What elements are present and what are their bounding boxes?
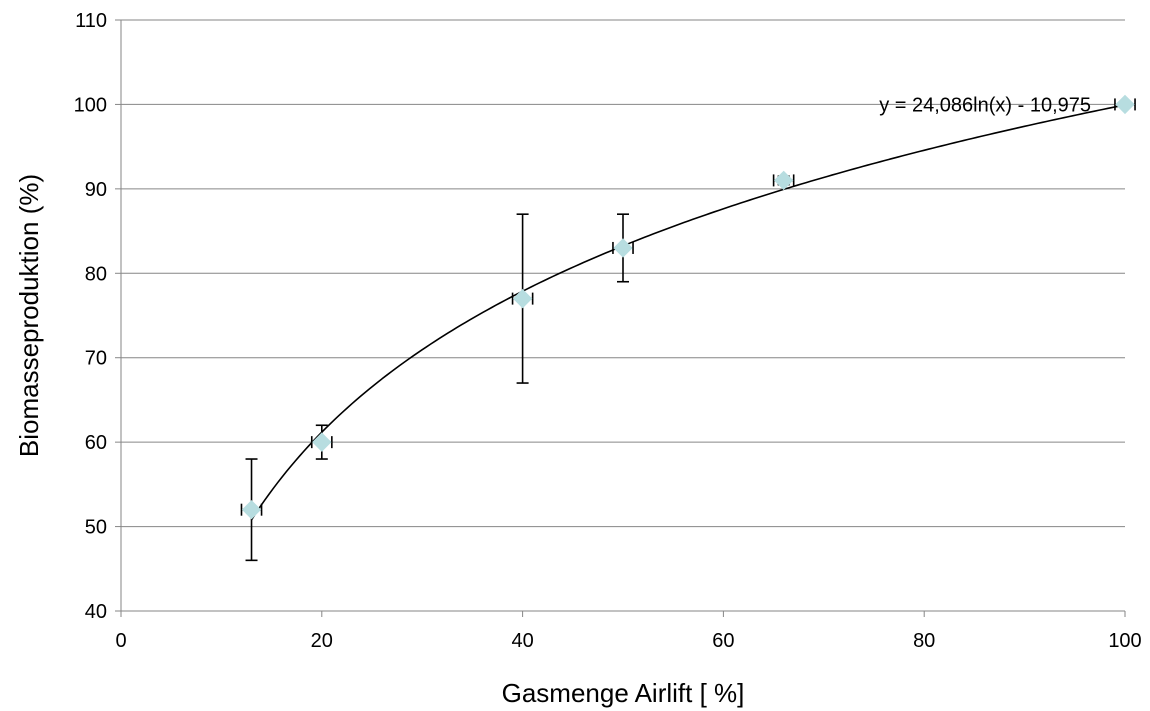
y-tick-label: 80 <box>85 263 107 285</box>
y-tick-label: 90 <box>85 179 107 201</box>
data-point <box>613 238 633 258</box>
axes <box>120 20 1125 612</box>
y-axis-title: Biomasseproduktion (%) <box>14 174 44 457</box>
x-tick-label: 100 <box>1108 630 1141 652</box>
x-axis-title: Gasmenge Airlift [ %] <box>502 678 745 708</box>
y-tick-label: 110 <box>75 10 107 32</box>
y-tick-label: 70 <box>85 348 107 370</box>
x-tick-label: 80 <box>913 630 935 652</box>
data-point <box>773 170 794 191</box>
y-tick-label: 100 <box>74 94 107 116</box>
x-tick-label: 60 <box>712 630 734 652</box>
error-bars <box>240 98 1136 562</box>
x-tick-label: 0 <box>115 630 126 652</box>
data-point <box>312 432 332 452</box>
y-tick-labels: 40 50 60 70 80 90 100 110 <box>74 10 121 623</box>
x-tick-label: 20 <box>311 630 333 652</box>
trendline-equation: y = 24,086ln(x) - 10,975 <box>879 94 1091 116</box>
data-point <box>512 288 533 309</box>
y-tick-label: 40 <box>85 601 107 623</box>
data-point <box>1115 94 1135 115</box>
x-tick-labels: 0 20 40 60 80 100 <box>115 611 1142 652</box>
y-tick-label: 50 <box>85 517 107 539</box>
trendline <box>250 104 1126 521</box>
gridlines <box>121 19 1125 528</box>
x-tick-label: 40 <box>511 630 533 652</box>
data-points <box>241 94 1135 520</box>
data-point <box>241 499 262 520</box>
y-tick-label: 60 <box>85 432 107 454</box>
